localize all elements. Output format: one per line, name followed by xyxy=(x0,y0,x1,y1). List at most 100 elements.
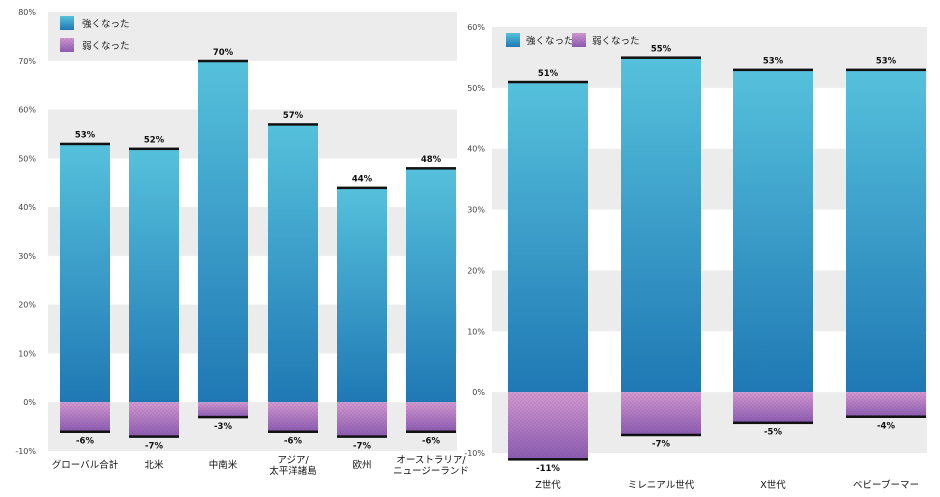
bar-cap xyxy=(60,430,110,433)
bar-cap xyxy=(268,123,318,126)
y-tick-label: 70% xyxy=(18,57,36,66)
data-label-negative: -5% xyxy=(764,428,782,438)
y-tick-label: 60% xyxy=(18,106,36,115)
bar-cap xyxy=(733,68,813,72)
y-tick-label: 60% xyxy=(467,23,485,32)
data-label-negative: -6% xyxy=(284,436,302,446)
data-label-positive: 55% xyxy=(651,44,672,54)
bar-cap xyxy=(621,56,701,59)
category-label: 欧州 xyxy=(352,459,371,471)
bar-cap xyxy=(846,68,926,72)
data-label-negative: -7% xyxy=(652,440,670,450)
data-label-positive: 53% xyxy=(876,57,897,67)
y-tick-label: -10% xyxy=(15,447,36,456)
category-label: 中南米 xyxy=(209,459,238,471)
bar-cap xyxy=(337,186,387,190)
y-tick-label: 20% xyxy=(467,266,485,275)
y-tick-label: 50% xyxy=(18,154,36,163)
bar-negative-pattern xyxy=(846,392,926,417)
legend-swatch-stronger xyxy=(60,16,74,30)
bar-cap xyxy=(129,147,179,151)
bar-cap xyxy=(508,80,588,84)
y-tick-label: 0% xyxy=(472,388,485,397)
data-label-positive: 44% xyxy=(352,175,373,185)
legend-label: 強くなった xyxy=(526,35,574,47)
bar-positive xyxy=(60,143,110,403)
data-label-positive: 48% xyxy=(421,155,442,165)
legend-swatch-pattern xyxy=(60,38,74,52)
legend-swatch-pattern xyxy=(572,33,586,47)
y-tick-label: 10% xyxy=(467,327,485,336)
bar-cap xyxy=(733,421,813,425)
legend-label: 弱くなった xyxy=(82,41,130,52)
bar-cap xyxy=(198,415,248,419)
bar-negative-pattern xyxy=(268,402,318,432)
category-label: アジア/ xyxy=(277,455,309,466)
grid-band xyxy=(48,402,457,451)
grid-band xyxy=(48,304,457,354)
legend-label: 強くなった xyxy=(82,18,130,30)
data-label-negative: -7% xyxy=(353,441,371,451)
y-tick-label: 0% xyxy=(23,398,36,407)
data-label-positive: 70% xyxy=(213,48,234,58)
data-label-positive: 53% xyxy=(75,131,96,141)
bar-negative-pattern xyxy=(508,392,588,460)
category-label: 太平洋諸島 xyxy=(269,465,317,477)
grid-band xyxy=(48,12,457,61)
category-label: オーストラリア/ xyxy=(396,455,466,466)
bar-positive xyxy=(406,168,456,403)
bar-positive xyxy=(733,69,813,393)
bar-cap xyxy=(337,435,387,438)
category-label: X世代 xyxy=(760,479,786,491)
category-label: Z世代 xyxy=(535,479,561,491)
data-label-positive: 52% xyxy=(144,136,165,146)
y-tick-label: 40% xyxy=(18,203,36,212)
bar-positive xyxy=(198,60,248,403)
y-tick-label: 80% xyxy=(18,8,36,17)
data-label-negative: -7% xyxy=(145,441,163,451)
category-label: ベビーブーマー xyxy=(853,479,919,491)
category-label: 北米 xyxy=(144,459,164,471)
bar-cap xyxy=(406,167,456,170)
bar-cap xyxy=(268,430,318,433)
category-label: ニュージーランド xyxy=(393,466,469,477)
grid-band xyxy=(48,207,457,256)
bar-cap xyxy=(198,59,248,63)
data-label-negative: -4% xyxy=(877,421,895,431)
y-tick-label: 30% xyxy=(467,206,485,215)
y-tick-label: -10% xyxy=(464,449,485,458)
legend-label: 弱くなった xyxy=(592,36,640,47)
bar-negative-pattern xyxy=(198,402,248,417)
data-label-positive: 51% xyxy=(538,69,559,79)
bar-positive xyxy=(129,148,179,403)
data-label-negative: -6% xyxy=(422,436,440,446)
bar-cap xyxy=(508,458,588,461)
bar-cap xyxy=(846,415,926,418)
bar-positive xyxy=(268,124,318,403)
bar-cap xyxy=(621,433,701,437)
bar-cap xyxy=(406,430,456,433)
bar-negative-pattern xyxy=(621,392,701,435)
bar-negative-pattern xyxy=(337,402,387,437)
bar-negative-pattern xyxy=(60,402,110,432)
y-tick-label: 20% xyxy=(18,301,36,310)
bar-positive xyxy=(337,187,387,403)
bar-positive xyxy=(621,57,701,393)
bar-cap xyxy=(129,435,179,438)
bar-negative-pattern xyxy=(129,402,179,437)
category-label: ミレニアル世代 xyxy=(628,479,695,491)
chart-regions: -10% 0% 10% 20% 30% 40% 50% 60% 70% 80% 53% -6% グローバ… xyxy=(15,8,469,477)
data-label-positive: 53% xyxy=(763,57,784,67)
bar-positive xyxy=(508,81,588,393)
legend-swatch-stronger xyxy=(506,33,520,47)
y-tick-label: 10% xyxy=(18,349,36,358)
data-label-negative: -6% xyxy=(76,436,94,446)
data-label-negative: -3% xyxy=(214,422,232,432)
bar-positive xyxy=(846,69,926,393)
y-tick-label: 40% xyxy=(467,145,485,154)
y-tick-label: 50% xyxy=(467,84,485,93)
y-tick-label: 30% xyxy=(18,252,36,261)
category-label: グローバル合計 xyxy=(52,459,119,471)
bar-cap xyxy=(60,142,110,146)
